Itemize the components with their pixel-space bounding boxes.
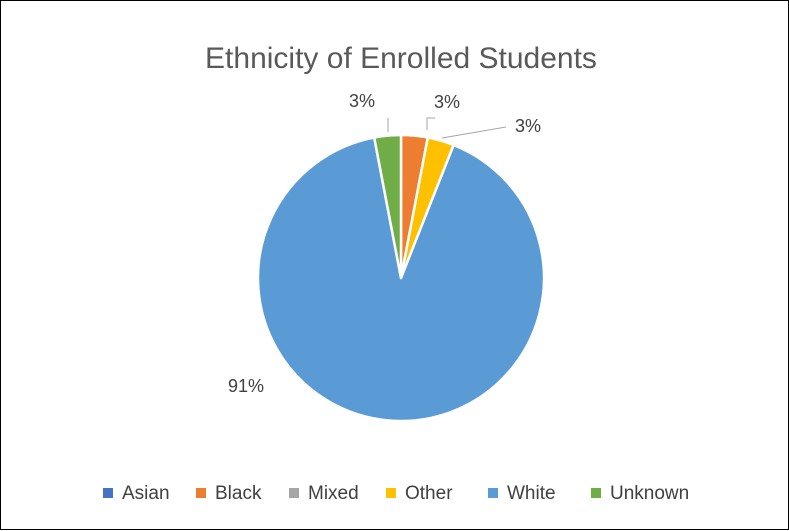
legend: Asian Black Mixed Other White Unknown [103,483,689,504]
leader-lines [387,117,507,139]
legend-label-other: Other [405,483,453,504]
legend-label-asian: Asian [122,483,170,504]
legend-item-asian: Asian [103,483,170,504]
data-label-black: 3% [434,92,460,112]
legend-label-mixed: Mixed [308,483,359,504]
leader-line-other [441,126,507,139]
chart-title: Ethnicity of Enrolled Students [205,42,597,75]
data-label-unknown: 3% [349,91,375,111]
legend-item-white: White [488,483,556,504]
pie-slice-white [256,136,546,423]
legend-label-unknown: Unknown [610,483,689,504]
leader-line-black [426,117,435,130]
legend-swatch-mixed [289,488,299,498]
legend-swatch-white [488,488,498,498]
data-labels: 3% 3% 91% 3% [228,91,541,396]
legend-label-black: Black [215,483,262,504]
legend-item-unknown: Unknown [591,483,689,504]
legend-swatch-unknown [591,488,601,498]
pie-slices [256,133,546,423]
legend-item-mixed: Mixed [289,483,359,504]
legend-swatch-asian [103,488,113,498]
legend-item-black: Black [196,483,262,504]
data-label-white: 91% [228,376,264,396]
legend-swatch-other [386,488,396,498]
legend-swatch-black [196,488,206,498]
data-label-other: 3% [515,116,541,136]
pie-slice-unknown [372,133,403,280]
legend-item-other: Other [386,483,453,504]
legend-label-white: White [507,483,556,504]
